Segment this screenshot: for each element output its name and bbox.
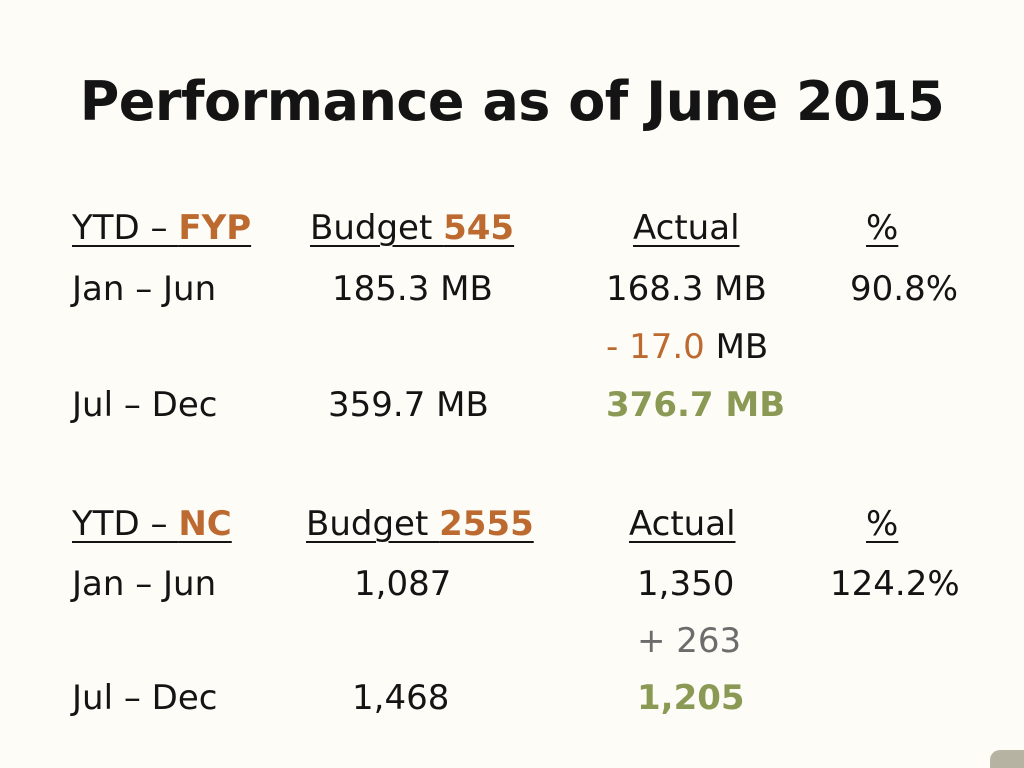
fyp-budget-header: Budget 545 [310, 206, 514, 250]
fyp-actual-header: Actual [633, 208, 740, 248]
nc-row1-percent: 124.2% [830, 564, 960, 604]
fyp-row3-period: Jul – Dec [72, 385, 218, 425]
fyp-ytd-header: YTD – FYP [72, 206, 251, 250]
nc-row1-actual: 1,350 [637, 564, 735, 604]
nc-ytd-prefix: YTD – [72, 504, 179, 544]
fyp-ytd-highlight: FYP [178, 208, 252, 248]
fyp-row1-budget: 185.3 MB [332, 269, 493, 309]
nc-actual-header: Actual [629, 504, 736, 544]
fyp-row1-actual: 168.3 MB [606, 269, 767, 309]
fyp-row3-actual: 376.7 MB [606, 385, 786, 425]
fyp-diff-unit: MB [704, 327, 769, 367]
nc-budget-header: Budget 2555 [306, 502, 534, 546]
fyp-ytd-prefix: YTD – [72, 208, 179, 248]
nc-percent-header: % [866, 504, 899, 544]
nc-row3-actual: 1,205 [637, 678, 745, 718]
fyp-diff-value: - 17.0 [606, 327, 705, 367]
fyp-row3-budget: 359.7 MB [328, 385, 489, 425]
nc-row1-budget: 1,087 [354, 564, 452, 604]
nc-row2-diff: + 263 [637, 621, 742, 661]
fyp-row1-period: Jan – Jun [72, 269, 217, 309]
nc-budget-total: 2555 [439, 504, 534, 544]
nc-row3-period: Jul – Dec [72, 678, 218, 718]
fyp-percent-header: % [866, 208, 899, 248]
nc-ytd-header: YTD – NC [72, 502, 232, 546]
nc-row1-period: Jan – Jun [72, 564, 217, 604]
page-title: Performance as of June 2015 [79, 70, 945, 133]
nc-row3-budget: 1,468 [352, 678, 450, 718]
fyp-budget-total: 545 [443, 208, 515, 248]
fyp-row2-diff: - 17.0 MB [606, 325, 768, 369]
corner-tab [990, 750, 1024, 768]
nc-budget-prefix: Budget [306, 504, 440, 544]
fyp-budget-prefix: Budget [310, 208, 444, 248]
nc-ytd-highlight: NC [178, 504, 232, 544]
fyp-row1-percent: 90.8% [850, 269, 959, 309]
